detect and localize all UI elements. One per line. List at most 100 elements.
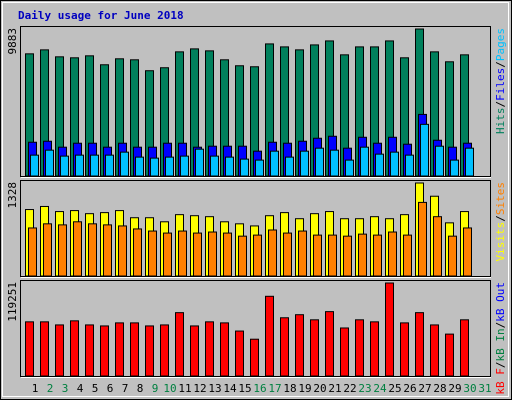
legend-separator: /	[494, 322, 507, 329]
bar	[145, 325, 154, 377]
bar	[178, 230, 187, 277]
bar	[30, 154, 39, 177]
x-tick-label: 30	[463, 382, 476, 395]
bar	[160, 324, 169, 377]
bar	[190, 325, 199, 377]
x-tick-label: 1	[32, 382, 39, 395]
bar	[103, 224, 112, 277]
bar	[225, 156, 234, 177]
legend: Visits/Sites	[494, 182, 507, 262]
x-tick-label: 3	[62, 382, 69, 395]
x-tick-label: 9	[152, 382, 159, 395]
chart-title: Daily usage for June 2018	[18, 9, 184, 22]
bar	[265, 295, 274, 377]
bar	[193, 232, 202, 277]
bar	[163, 232, 172, 277]
x-tick-label: 19	[298, 382, 311, 395]
bar	[45, 149, 54, 177]
bar	[40, 321, 49, 377]
bar	[150, 157, 159, 177]
bar	[115, 322, 124, 377]
bar	[85, 324, 94, 377]
bar	[55, 324, 64, 377]
x-tick-label: 2	[47, 382, 54, 395]
bar	[255, 159, 264, 177]
x-tick-label: 18	[283, 382, 296, 395]
bar	[285, 156, 294, 177]
bevel	[2, 2, 509, 397]
bar	[208, 231, 217, 277]
bar	[343, 235, 352, 277]
bar	[360, 146, 369, 177]
x-tick-label: 16	[253, 382, 266, 395]
bar	[88, 223, 97, 277]
bar	[445, 333, 454, 377]
bar	[220, 322, 229, 377]
legend-entry: Pages	[494, 28, 507, 61]
bar	[223, 232, 232, 277]
bar	[400, 322, 409, 377]
bar	[385, 282, 394, 377]
bar	[450, 159, 459, 177]
bar	[283, 232, 292, 277]
bar	[390, 151, 399, 177]
bar	[418, 201, 427, 277]
x-tick-label: 6	[107, 382, 114, 395]
bar	[315, 147, 324, 177]
bar	[448, 235, 457, 277]
bar	[250, 338, 259, 377]
x-tick-label: 28	[433, 382, 446, 395]
x-tick-label: 26	[403, 382, 416, 395]
bar	[130, 322, 139, 377]
bar	[313, 234, 322, 277]
bar	[165, 156, 174, 177]
legend-entry: kB In	[494, 328, 507, 361]
x-tick-label: 25	[388, 382, 401, 395]
x-tick-label: 15	[238, 382, 251, 395]
bar	[370, 321, 379, 377]
bar	[43, 223, 52, 277]
bar	[240, 158, 249, 177]
bar	[25, 321, 34, 377]
bar	[280, 317, 289, 377]
bar	[300, 150, 309, 177]
x-tick-label: 10	[163, 382, 176, 395]
bar	[298, 230, 307, 277]
x-tick-label: 17	[268, 382, 281, 395]
bar	[175, 312, 184, 377]
bar	[120, 151, 129, 177]
x-tick-label: 5	[92, 382, 99, 395]
x-tick-label: 7	[122, 382, 129, 395]
bar	[328, 234, 337, 277]
bar	[148, 230, 157, 277]
bar	[235, 330, 244, 377]
bar	[433, 216, 442, 277]
bar	[238, 235, 247, 277]
x-tick-label: 21	[328, 382, 341, 395]
x-tick-label: 29	[448, 382, 461, 395]
bar	[253, 234, 262, 277]
x-tick-label: 27	[418, 382, 431, 395]
bar	[310, 319, 319, 377]
bar	[268, 229, 277, 277]
bar	[403, 234, 412, 277]
x-tick-label: 13	[208, 382, 221, 395]
bar	[420, 123, 429, 177]
bar	[210, 155, 219, 177]
bar	[295, 314, 304, 377]
legend-entry: kB F	[494, 368, 507, 395]
legend-separator: /	[494, 101, 507, 108]
bar	[270, 150, 279, 177]
x-tick-label: 8	[137, 382, 144, 395]
bar	[90, 154, 99, 177]
y-tick-label: 119251	[6, 282, 19, 322]
bar	[60, 155, 69, 177]
bar	[463, 227, 472, 277]
bar	[118, 225, 127, 277]
legend: kB F/kB In/kB Out	[494, 282, 507, 395]
bar	[133, 228, 142, 277]
legend-entry: kB Out	[494, 282, 507, 322]
bar	[355, 319, 364, 377]
bar	[358, 233, 367, 277]
